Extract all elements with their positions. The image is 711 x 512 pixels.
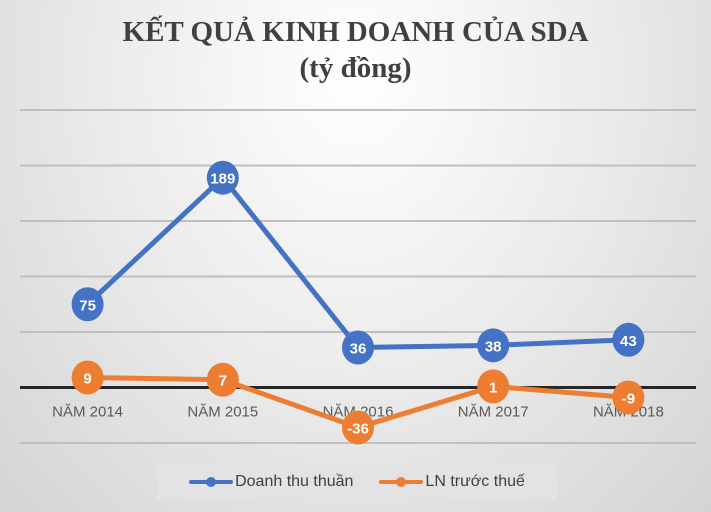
data-label: -36 [347, 420, 369, 437]
data-point [612, 322, 645, 357]
data-point [206, 362, 239, 397]
legend-swatch-profit [379, 477, 424, 487]
data-label: -9 [622, 390, 635, 407]
data-label: 36 [350, 341, 367, 358]
data-label: 9 [83, 371, 91, 388]
data-label: 38 [485, 338, 502, 355]
data-label: 1 [489, 379, 497, 396]
data-point [477, 369, 510, 404]
data-label: 43 [620, 333, 637, 350]
data-point [612, 380, 645, 415]
data-point [477, 328, 510, 363]
chart-title: KẾT QUẢ KINH DOANH CỦA SDA (tỷ đồng) [0, 14, 711, 86]
legend-label-profit: LN trước thuế [425, 473, 525, 490]
data-point [342, 410, 374, 445]
data-point [71, 287, 104, 322]
x-tick-label: NĂM 2014 [52, 404, 123, 421]
data-label: 189 [210, 171, 235, 188]
legend-label-revenue: Doanh thu thuần [235, 473, 354, 490]
title-main: KẾT QUẢ KINH DOANH CỦA SDA [122, 16, 589, 48]
data-label: 75 [79, 297, 96, 314]
legend-item-profit[interactable]: LN trước thuế [379, 473, 525, 491]
data-label: 7 [219, 373, 227, 390]
legend: Doanh thu thuần LN trước thuế [157, 465, 557, 499]
x-tick-label: NĂM 2015 [187, 404, 258, 421]
data-point [342, 330, 374, 365]
data-point [206, 160, 239, 195]
legend-item-revenue[interactable]: Doanh thu thuần [189, 473, 353, 491]
title-subtitle: (tỷ đồng) [299, 52, 412, 84]
series-line-0 [85, 175, 629, 351]
data-point [71, 360, 104, 395]
x-tick-label: NĂM 2017 [458, 404, 529, 421]
legend-swatch-revenue [189, 477, 234, 487]
